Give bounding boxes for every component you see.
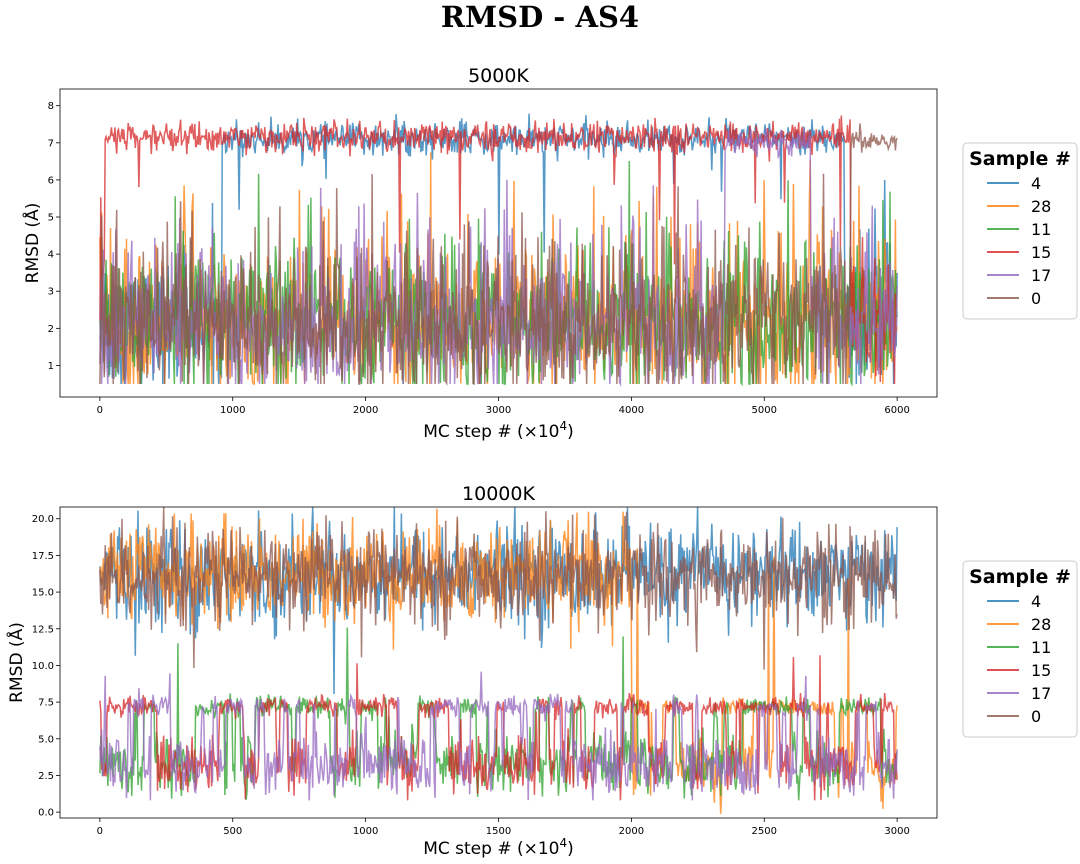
panel-title: 10000K (462, 483, 535, 505)
y-tick-label: 1 (48, 361, 54, 372)
y-tick-label: 2.5 (38, 771, 54, 782)
x-tick-label: 0 (97, 405, 103, 416)
legend-label-15: 15 (1031, 243, 1051, 262)
legend-title: Sample # (969, 566, 1071, 588)
y-tick-label: 12.5 (32, 624, 54, 635)
y-tick-label: 6 (48, 175, 54, 186)
y-tick-label: 7.5 (38, 698, 54, 709)
series-lines (99, 507, 898, 814)
y-tick-label: 5.0 (38, 734, 54, 745)
legend-label-15: 15 (1031, 661, 1051, 680)
y-tick-label: 2 (48, 324, 54, 335)
y-tick-label: 20.0 (32, 514, 54, 525)
series-line-15 (99, 115, 898, 385)
legend-label-28: 28 (1031, 197, 1051, 216)
legend-title: Sample # (969, 148, 1071, 170)
y-tick-label: 10.0 (32, 661, 54, 672)
chart-panel-5000K: 0 1000 2000 3000 4000 5000 6000 1 2 3 4 5 6 7 8 5000K MC… (21, 65, 1078, 442)
y-axis-label: RMSD (Å) (21, 203, 43, 284)
legend: Sample # 4 28 11 15 17 0 (962, 142, 1078, 320)
x-axis-label: MC step # (×104) (423, 836, 574, 859)
x-tick-label: 6000 (884, 405, 909, 416)
legend-label-11: 11 (1031, 220, 1051, 239)
series-line-0 (99, 507, 898, 670)
series-line-17 (99, 671, 898, 801)
chart-panel-10000K: 0 500 1000 1500 2000 2500 3000 0.0 2.5 5.0 7.5 10.0… (5, 483, 1078, 859)
x-axis-label: MC step # (×104) (423, 419, 574, 442)
x-tick-label: 500 (223, 826, 242, 837)
x-tick-label: 3000 (884, 826, 909, 837)
legend-label-0: 0 (1031, 289, 1041, 308)
x-tick-label: 2500 (752, 826, 777, 837)
x-tick-label: 2000 (353, 405, 378, 416)
y-tick-label: 5 (48, 213, 54, 224)
legend-label-4: 4 (1031, 174, 1041, 193)
y-tick-label: 0.0 (38, 808, 54, 819)
legend: Sample # 4 28 11 15 17 0 (962, 560, 1078, 738)
series-lines (99, 113, 898, 387)
series-line-0 (99, 123, 898, 386)
panel-title: 5000K (468, 65, 529, 87)
y-tick-label: 17.5 (32, 551, 54, 562)
x-tick-label: 1500 (486, 826, 511, 837)
series-line-11 (99, 627, 898, 801)
y-tick-label: 3 (48, 287, 54, 298)
y-tick-label: 15.0 (32, 588, 54, 599)
y-tick-label: 8 (48, 101, 54, 112)
x-tick-label: 1000 (220, 405, 245, 416)
x-tick-label: 5000 (752, 405, 777, 416)
figure-title: RMSD - AS4 (440, 0, 640, 34)
series-line-4 (99, 113, 898, 385)
legend-label-28: 28 (1031, 615, 1051, 634)
legend-label-0: 0 (1031, 707, 1041, 726)
legend-label-4: 4 (1031, 592, 1041, 611)
y-tick-label: 7 (48, 138, 54, 149)
y-axis-label: RMSD (Å) (5, 622, 27, 703)
legend-label-17: 17 (1031, 266, 1051, 285)
y-tick-label: 4 (48, 250, 54, 261)
x-tick-label: 1000 (353, 826, 378, 837)
legend-label-11: 11 (1031, 638, 1051, 657)
x-tick-label: 0 (97, 826, 103, 837)
x-tick-label: 2000 (619, 826, 644, 837)
x-tick-label: 3000 (486, 405, 511, 416)
legend-label-17: 17 (1031, 684, 1051, 703)
x-tick-label: 4000 (619, 405, 644, 416)
